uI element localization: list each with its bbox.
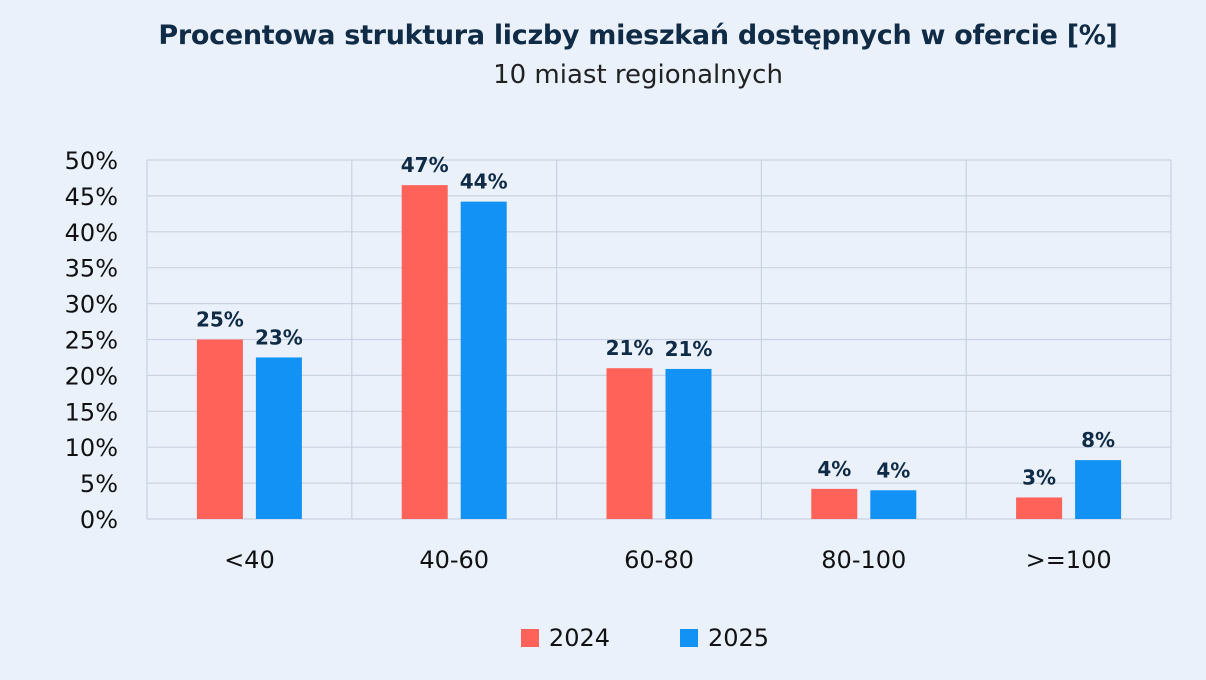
y-tick-label: 10%: [65, 434, 118, 462]
y-tick-label: 45%: [65, 183, 118, 211]
x-tick-label: 80-100: [821, 546, 906, 574]
y-tick-label: 20%: [65, 362, 118, 390]
legend-item-2024: 2024: [520, 624, 610, 652]
y-tick-label: 0%: [80, 506, 118, 534]
legend: 2024 2025: [0, 624, 1206, 652]
x-tick-label: >=100: [1026, 546, 1112, 574]
y-tick-label: 30%: [65, 291, 118, 319]
bar-2025-2: [665, 368, 712, 519]
data-label: 23%: [255, 325, 303, 349]
data-label: 3%: [1022, 465, 1056, 489]
chart-title: Procentowa struktura liczby mieszkań dos…: [158, 20, 1118, 51]
bar-2024-0: [196, 339, 243, 519]
legend-item-2025: 2025: [680, 624, 769, 652]
x-tick-label: 60-80: [624, 546, 694, 574]
data-label: 25%: [196, 308, 244, 332]
legend-swatch-2025: [680, 629, 698, 647]
title-block: Procentowa struktura liczby mieszkań dos…: [0, 16, 1206, 94]
x-tick-label: <40: [224, 546, 275, 574]
y-tick-label: 40%: [65, 219, 118, 247]
bar-2024-4: [1016, 497, 1063, 519]
data-label: 47%: [401, 153, 449, 177]
x-tick-label: 40-60: [419, 546, 489, 574]
bar-2025-0: [255, 357, 302, 519]
chart-subtitle: 10 miast regionalnych: [493, 60, 783, 90]
y-tick-label: 35%: [65, 255, 118, 283]
bar-2024-3: [811, 488, 858, 519]
y-tick-label: 50%: [65, 147, 118, 175]
y-tick-label: 5%: [80, 470, 118, 498]
bar-2024-1: [401, 185, 448, 519]
y-tick-label: 25%: [65, 327, 118, 355]
data-label: 4%: [817, 457, 851, 481]
y-tick-label: 15%: [65, 398, 118, 426]
bar-2024-2: [606, 368, 653, 519]
legend-label-2025: 2025: [708, 624, 770, 652]
data-label: 8%: [1081, 428, 1115, 452]
legend-swatch-2024: [520, 629, 539, 647]
data-label: 21%: [665, 337, 713, 361]
data-label: 44%: [460, 170, 508, 194]
bar-2025-4: [1075, 460, 1122, 519]
data-label: 21%: [606, 336, 654, 360]
bar-2025-1: [460, 201, 507, 520]
legend-label-2024: 2024: [548, 624, 610, 652]
data-label: 4%: [876, 458, 910, 482]
bar-2025-3: [870, 490, 917, 519]
